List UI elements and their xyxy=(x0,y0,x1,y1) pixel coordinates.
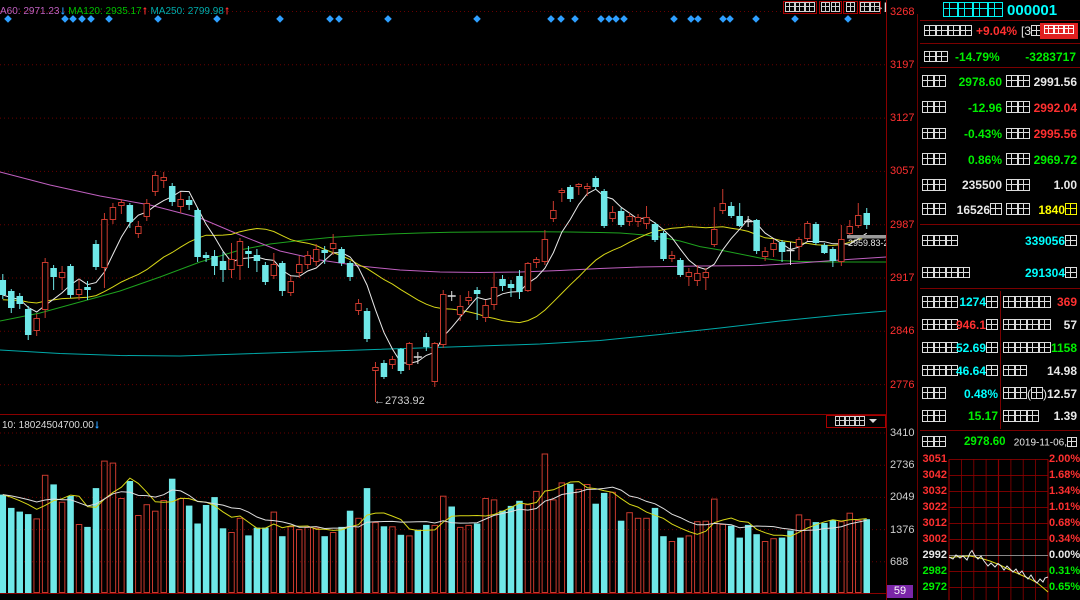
svg-text:←2733.92: ←2733.92 xyxy=(374,395,425,407)
svg-text:2959.83-2: 2959.83-2 xyxy=(848,238,886,248)
